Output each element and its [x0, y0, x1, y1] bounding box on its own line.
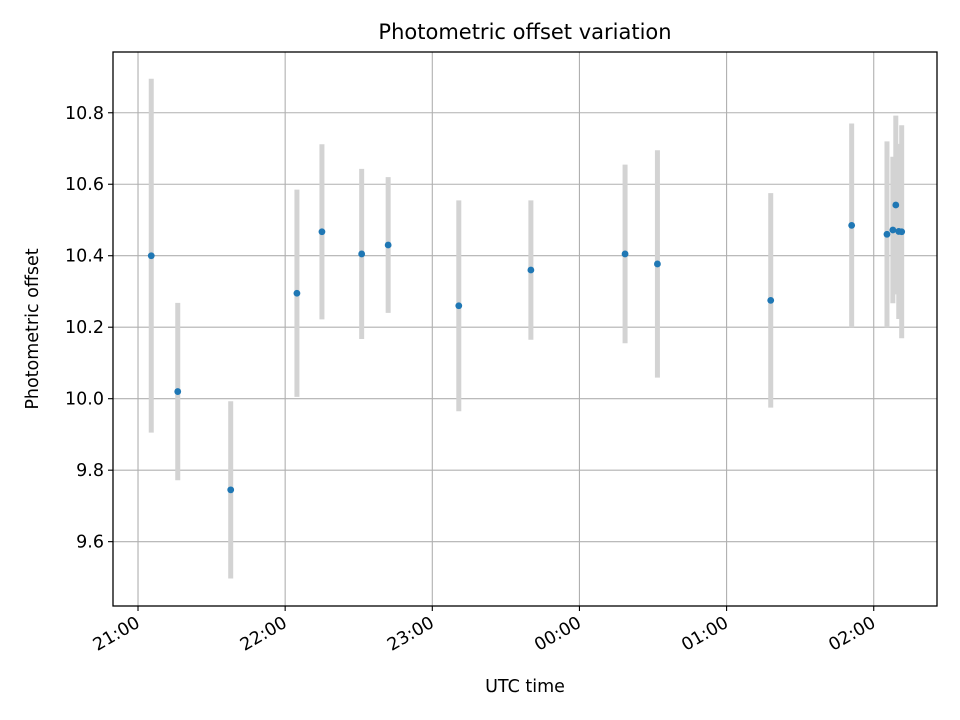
data-point	[227, 486, 235, 494]
errorbar-layer	[148, 78, 905, 579]
x-tick-label: 01:00	[678, 613, 732, 656]
data-point	[898, 228, 906, 236]
data-point	[147, 252, 155, 260]
plot-frame	[112, 51, 938, 607]
data-point	[883, 230, 891, 238]
x-tick-label: 23:00	[384, 613, 438, 656]
y-axis: 9.6 9.8 10.0 10.2 10.4 10.6 10.8	[65, 104, 113, 553]
grid-layer	[113, 52, 937, 606]
y-tick-label: 10.2	[65, 318, 104, 338]
x-tick-label: 02:00	[826, 613, 880, 656]
data-point	[455, 302, 463, 310]
x-tick-label: 21:00	[90, 613, 144, 656]
data-point	[848, 221, 856, 229]
data-point	[621, 250, 629, 258]
chart-title: Photometric offset variation	[378, 20, 671, 44]
y-tick-label: 9.6	[76, 533, 104, 553]
x-axis-label: UTC time	[485, 677, 565, 697]
x-tick-label: 00:00	[531, 613, 585, 656]
data-point	[293, 289, 301, 297]
y-tick-label: 10.4	[65, 247, 104, 267]
y-tick-label: 9.8	[76, 461, 104, 481]
point-layer	[147, 201, 906, 494]
data-point	[527, 266, 535, 274]
data-point	[654, 260, 661, 268]
data-point	[892, 201, 900, 209]
x-tick-label: 22:00	[237, 613, 291, 656]
data-point	[384, 241, 392, 249]
data-point	[889, 226, 897, 234]
data-point	[174, 388, 182, 395]
y-axis-label: Photometric offset	[23, 248, 43, 409]
data-point	[318, 228, 326, 236]
x-axis: 21:00 22:00 23:00 00:00 01:00 02:00	[90, 606, 879, 656]
data-point	[358, 250, 366, 258]
y-tick-label: 10.0	[65, 390, 104, 410]
y-tick-label: 10.6	[65, 175, 104, 195]
data-point	[767, 297, 775, 304]
y-tick-label: 10.8	[65, 104, 104, 124]
